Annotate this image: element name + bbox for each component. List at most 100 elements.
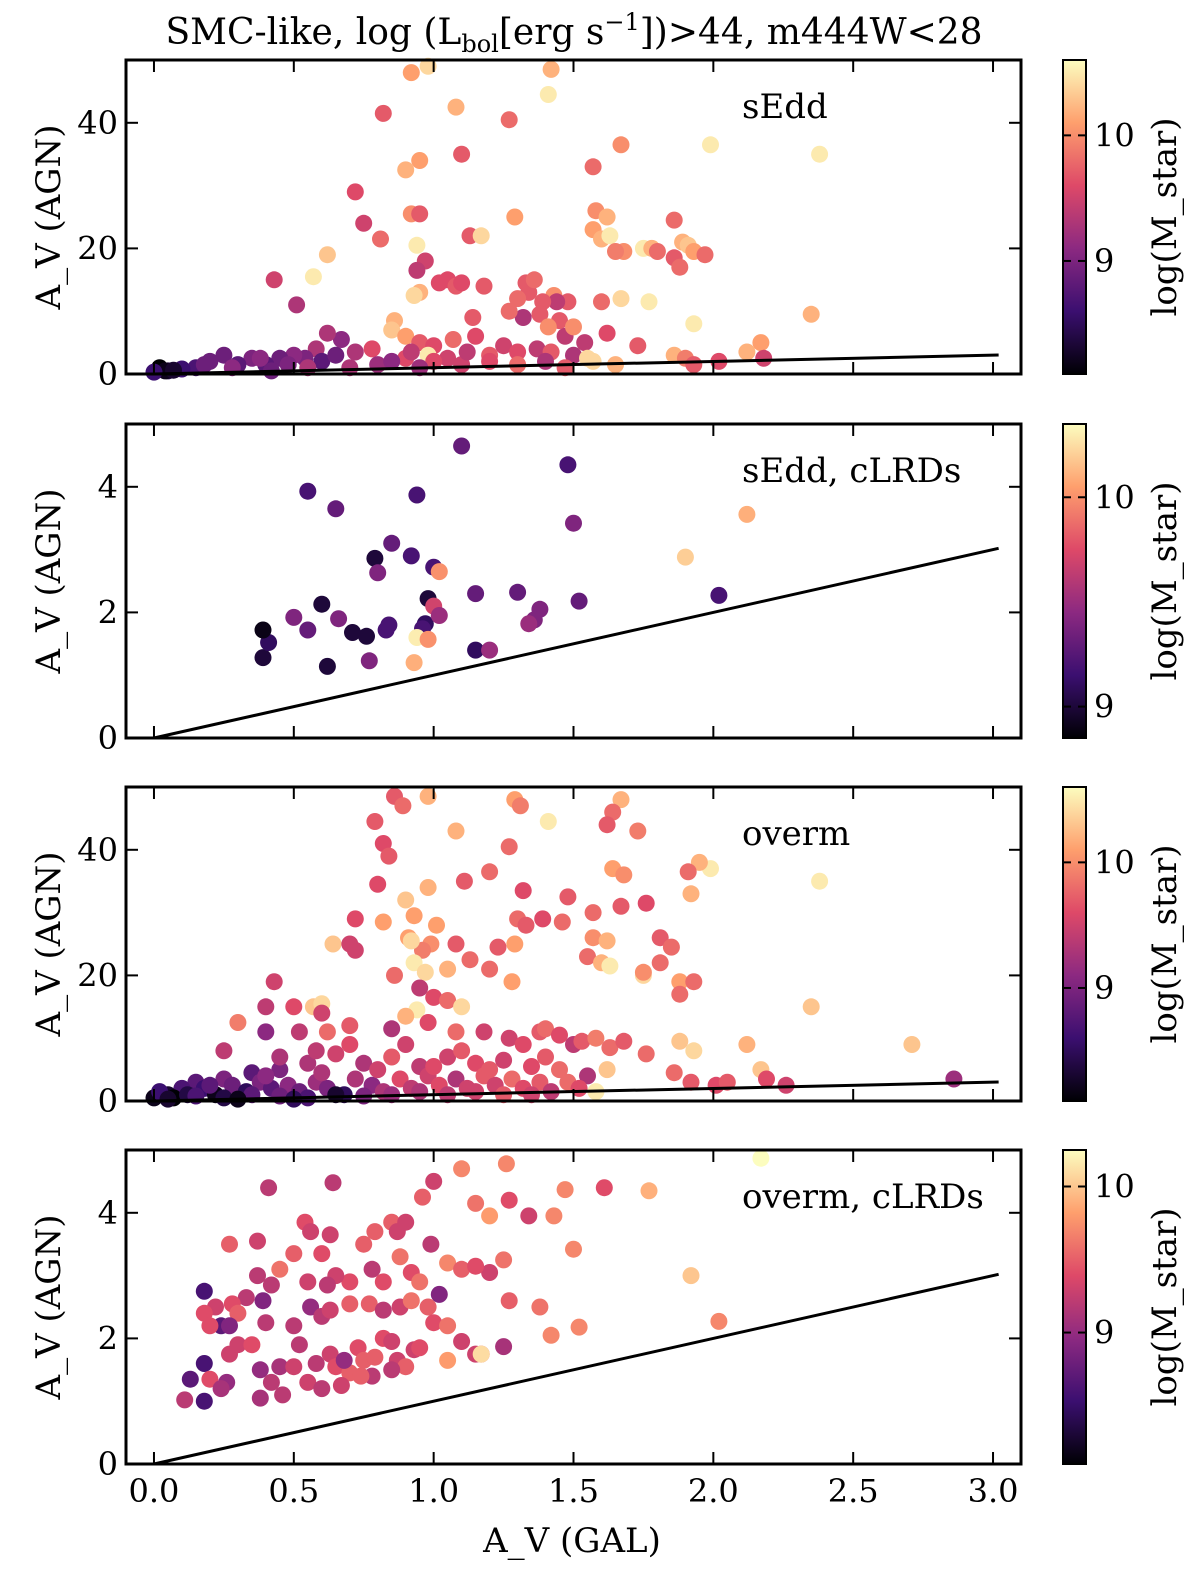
data-point [313, 352, 331, 370]
data-point [593, 293, 610, 311]
data-point [324, 1174, 342, 1192]
data-point [257, 1314, 275, 1332]
data-point [579, 948, 596, 966]
data-point [738, 343, 756, 361]
data-point [374, 913, 392, 931]
data-point [472, 227, 490, 245]
data-point [453, 1260, 471, 1278]
data-point [391, 1070, 409, 1088]
data-point [411, 205, 429, 223]
ticks-layer: 0 20 40 [77, 60, 1021, 393]
data-point [425, 1314, 443, 1332]
data-point [439, 349, 457, 367]
data-point [321, 1226, 339, 1244]
data-point [539, 813, 557, 830]
data-point [598, 324, 616, 342]
colorbar-ticks: 9 10 [1063, 1168, 1135, 1352]
data-point [251, 349, 269, 367]
data-point [447, 935, 465, 953]
data-point [249, 1267, 266, 1285]
data-point [601, 1039, 619, 1057]
data-point [520, 1207, 538, 1225]
data-point [430, 607, 448, 624]
y-tick-label: 20 [77, 956, 118, 994]
colorbar-label: log(M_star) [1145, 481, 1185, 680]
data-point [341, 1273, 359, 1291]
data-point [346, 941, 364, 959]
data-point [257, 998, 275, 1016]
y-tick-label: 0 [98, 719, 118, 757]
data-point [360, 652, 378, 670]
data-point [511, 797, 529, 815]
data-point [671, 985, 689, 1003]
y-tick-label: 0 [98, 355, 118, 393]
data-point [525, 271, 543, 289]
data-point [556, 1181, 574, 1199]
data-point [369, 564, 387, 582]
data-point [430, 1285, 448, 1303]
data-point [408, 486, 426, 504]
data-point [327, 1045, 345, 1063]
data-point [682, 885, 700, 903]
data-point [497, 1155, 515, 1173]
data-point [383, 352, 401, 370]
data-point [671, 1032, 689, 1050]
data-point [254, 621, 272, 639]
data-point [419, 879, 437, 896]
ticks-layer: 0 20 40 [77, 787, 1021, 1120]
data-point [598, 1061, 616, 1079]
data-point [332, 1377, 350, 1394]
data-point [758, 1070, 775, 1088]
data-point [408, 261, 426, 279]
data-point [425, 988, 443, 1006]
data-point [500, 1292, 518, 1310]
data-point [313, 1004, 331, 1022]
data-point [419, 1014, 437, 1031]
x-tick-label: 0.0 [129, 1472, 180, 1510]
data-point [383, 1333, 401, 1350]
data-point [662, 938, 680, 956]
data-point [467, 1083, 485, 1101]
colorbar-tick-label: 9 [1094, 969, 1114, 1007]
data-point [363, 340, 381, 358]
y-axis-label: A_V (AGN) [29, 852, 69, 1038]
x-tick-label: 0.5 [268, 1472, 319, 1510]
data-point [542, 1326, 560, 1344]
points-layer [176, 1149, 770, 1410]
data-point [752, 1149, 770, 1167]
data-point [537, 1020, 554, 1038]
data-point [313, 595, 331, 613]
data-point [380, 616, 398, 634]
data-point [598, 816, 616, 834]
colorbar-tick-label: 9 [1094, 688, 1114, 726]
data-point [299, 1054, 317, 1072]
data-point [500, 838, 518, 856]
data-point [313, 1380, 331, 1398]
data-point [260, 1179, 278, 1197]
data-point [285, 998, 303, 1016]
ticks-layer: 0 2 4 [98, 424, 1021, 757]
data-point [685, 1042, 703, 1060]
data-point [299, 621, 317, 639]
data-point [598, 208, 616, 226]
data-point [531, 305, 549, 323]
data-point [405, 954, 423, 972]
data-point [472, 1345, 490, 1363]
data-point [251, 1361, 269, 1379]
data-point [539, 86, 557, 103]
points-layer [145, 57, 829, 381]
colorbar-tick-label: 10 [1094, 1168, 1135, 1206]
reference-line [153, 546, 999, 740]
data-point [584, 904, 602, 922]
data-point [257, 1023, 275, 1041]
data-point [696, 246, 714, 264]
data-point [528, 340, 546, 358]
data-point [304, 268, 322, 286]
reference-line [153, 1272, 999, 1466]
data-point [355, 1054, 373, 1072]
data-point [500, 302, 518, 320]
data-point [355, 214, 373, 232]
data-point [945, 1070, 963, 1088]
colorbar-tick-label: 10 [1094, 843, 1135, 881]
